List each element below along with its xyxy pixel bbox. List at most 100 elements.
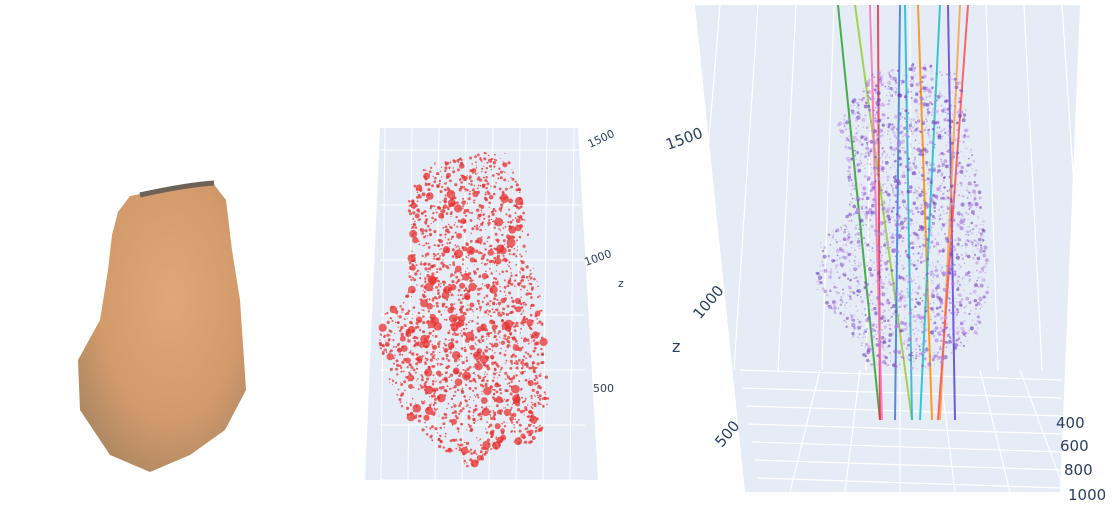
point — [964, 262, 966, 264]
point — [936, 359, 938, 361]
point — [452, 333, 454, 335]
point — [522, 306, 523, 307]
point — [948, 309, 950, 311]
point — [533, 367, 536, 370]
point — [868, 152, 870, 154]
point — [915, 339, 918, 342]
point — [951, 262, 953, 264]
point — [489, 342, 491, 344]
point — [889, 199, 891, 201]
point — [867, 214, 869, 216]
point — [822, 264, 825, 267]
point — [440, 171, 441, 172]
point — [874, 107, 876, 109]
point — [911, 146, 912, 147]
point — [483, 254, 486, 257]
point — [927, 228, 929, 230]
point — [853, 198, 855, 200]
point — [454, 332, 456, 334]
point — [839, 317, 840, 318]
point — [904, 117, 906, 119]
point — [427, 193, 430, 196]
point — [857, 195, 859, 197]
point — [462, 294, 463, 295]
point — [830, 289, 831, 290]
point — [956, 82, 960, 86]
point — [423, 290, 424, 291]
point — [438, 397, 440, 399]
point — [960, 184, 962, 186]
point — [857, 111, 860, 114]
point — [415, 372, 417, 374]
point — [956, 108, 957, 109]
point — [861, 250, 863, 252]
point — [866, 244, 869, 247]
point — [892, 189, 894, 191]
point — [873, 110, 875, 112]
point — [518, 301, 521, 304]
point — [477, 455, 483, 461]
point — [948, 135, 950, 137]
point — [469, 407, 471, 409]
point — [434, 408, 436, 410]
point — [510, 355, 513, 358]
point — [884, 326, 887, 329]
point — [875, 311, 878, 314]
point — [941, 205, 942, 206]
point — [446, 299, 448, 301]
point — [450, 303, 453, 306]
point — [440, 427, 442, 429]
point — [950, 184, 954, 188]
point — [944, 159, 948, 163]
point — [439, 249, 440, 250]
point — [891, 316, 893, 318]
point — [436, 387, 437, 388]
point — [850, 201, 852, 203]
point — [425, 267, 428, 270]
point — [865, 224, 867, 226]
point — [527, 404, 528, 405]
point — [528, 324, 531, 327]
point — [937, 95, 941, 99]
point — [957, 283, 958, 284]
point — [922, 244, 926, 248]
point — [483, 297, 485, 299]
point — [474, 264, 475, 265]
point — [516, 274, 518, 276]
point — [467, 257, 468, 258]
point — [504, 153, 505, 154]
point — [517, 216, 519, 218]
point — [864, 175, 867, 178]
point — [958, 116, 960, 118]
point — [952, 216, 953, 217]
point — [862, 198, 864, 200]
point — [488, 249, 494, 255]
point — [840, 304, 842, 306]
point — [437, 292, 440, 295]
point — [488, 335, 490, 337]
point — [448, 224, 450, 226]
point — [902, 162, 903, 163]
point — [406, 312, 409, 315]
point — [912, 68, 913, 69]
point — [949, 85, 951, 87]
point — [488, 215, 491, 218]
point — [504, 372, 507, 375]
point — [475, 382, 476, 383]
point — [912, 127, 914, 129]
point — [489, 406, 490, 407]
point — [877, 91, 881, 95]
point — [870, 173, 872, 175]
point — [519, 224, 523, 228]
point — [857, 125, 859, 127]
point — [946, 145, 947, 146]
point — [961, 254, 963, 256]
point — [876, 134, 878, 136]
point — [943, 82, 944, 83]
point — [930, 319, 932, 321]
point — [490, 291, 491, 292]
point — [433, 230, 436, 233]
point — [537, 286, 539, 288]
point — [930, 241, 933, 244]
point — [491, 219, 492, 220]
